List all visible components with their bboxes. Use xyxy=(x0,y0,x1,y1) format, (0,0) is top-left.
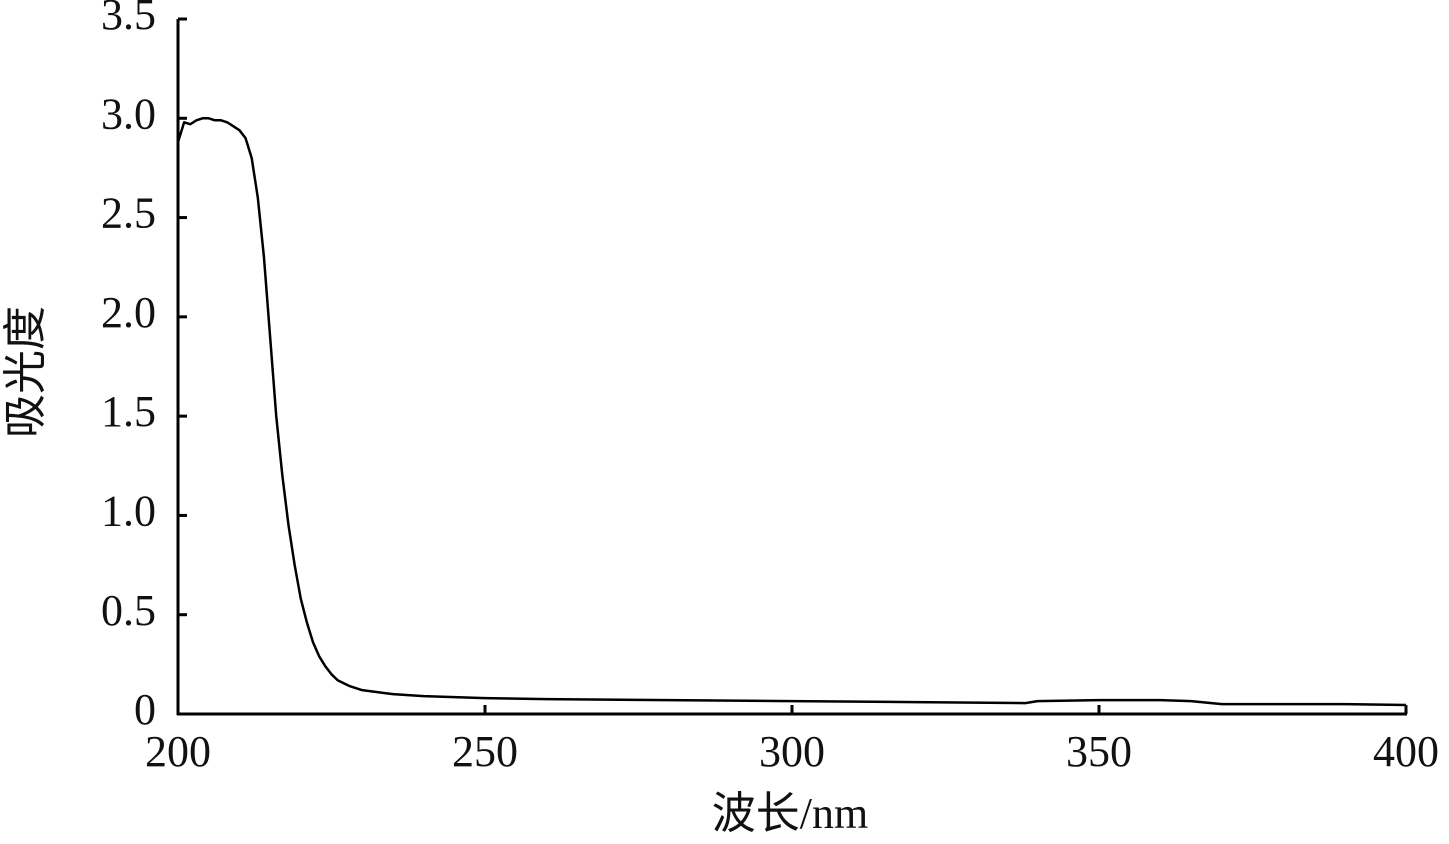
y-tick-label: 3.5 xyxy=(101,0,156,39)
x-tick-label: 350 xyxy=(1066,727,1132,776)
x-tick-label: 400 xyxy=(1373,727,1439,776)
x-tick-label: 250 xyxy=(452,727,518,776)
x-axis-label: 波长/nm xyxy=(712,789,868,838)
x-tick-label: 200 xyxy=(145,727,211,776)
y-tick-label: 2.5 xyxy=(101,189,156,238)
y-tick-label: 1.0 xyxy=(101,487,156,536)
y-tick-label: 3.0 xyxy=(101,89,156,138)
data-line xyxy=(176,117,1407,707)
y-tick-label: 2.0 xyxy=(101,288,156,337)
y-tick-label: 0.5 xyxy=(101,586,156,635)
y-tick-label: 1.5 xyxy=(101,387,156,436)
y-tick-label: 0 xyxy=(134,685,156,734)
x-tick-label: 300 xyxy=(759,727,825,776)
y-axis-label: 吸光度 xyxy=(1,306,50,438)
